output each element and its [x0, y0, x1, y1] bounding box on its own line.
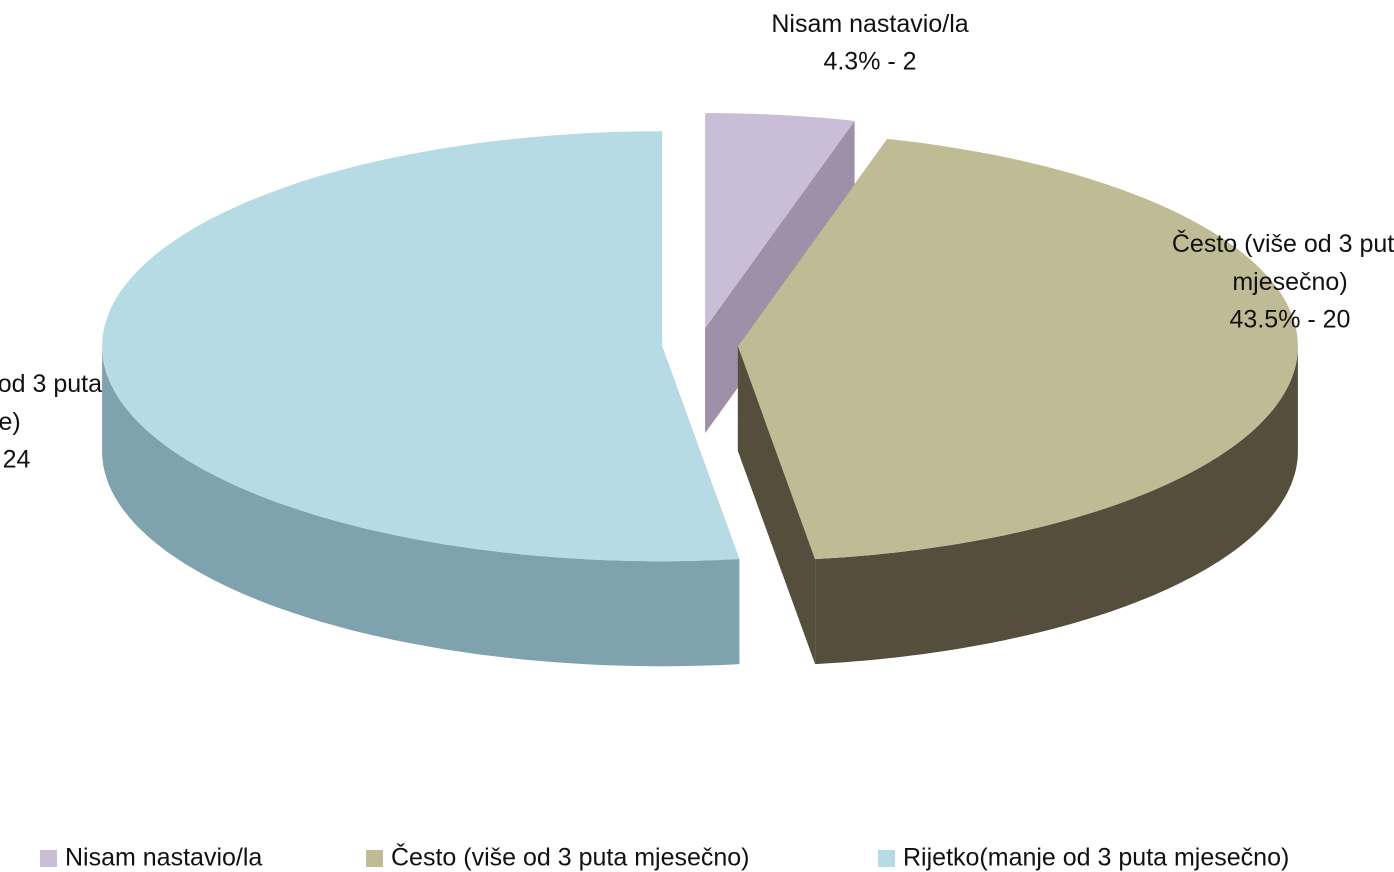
data-label: Rijetko(manje od 3 puta godišnje)	[0, 370, 102, 436]
legend-swatch	[40, 850, 57, 867]
value-label: 43.5% - 20	[1230, 306, 1351, 334]
legend-swatch	[878, 850, 895, 867]
legend-swatch	[366, 850, 383, 867]
data-label-line: godišnje)	[0, 408, 21, 436]
value-label: 52.2% - 24	[0, 446, 31, 474]
data-label-line: Nisam nastavio/la	[771, 10, 968, 38]
slice	[102, 131, 740, 667]
legend-label: Često (više od 3 puta mjesečno)	[391, 843, 750, 872]
slice-top	[737, 138, 1298, 560]
data-label: Nisam nastavio/la	[771, 10, 968, 38]
slice-wall	[102, 346, 740, 667]
slice-wall	[815, 346, 1298, 665]
value-label: 4.3% - 2	[823, 48, 916, 76]
slice-top	[102, 131, 740, 562]
slice-side	[737, 346, 816, 665]
data-label-line: Često (više od 3 puta	[1172, 229, 1394, 258]
data-label-line: Rijetko(manje od 3 puta	[0, 370, 102, 398]
legend-label: Rijetko(manje od 3 puta mjesečno)	[903, 844, 1289, 872]
slice	[737, 138, 1298, 665]
slice-top	[705, 113, 855, 329]
data-label-line: mjesečno)	[1232, 268, 1347, 296]
legend-label: Nisam nastavio/la	[65, 844, 262, 872]
data-label: Često (više od 3 puta mjesečno)	[1172, 229, 1394, 296]
